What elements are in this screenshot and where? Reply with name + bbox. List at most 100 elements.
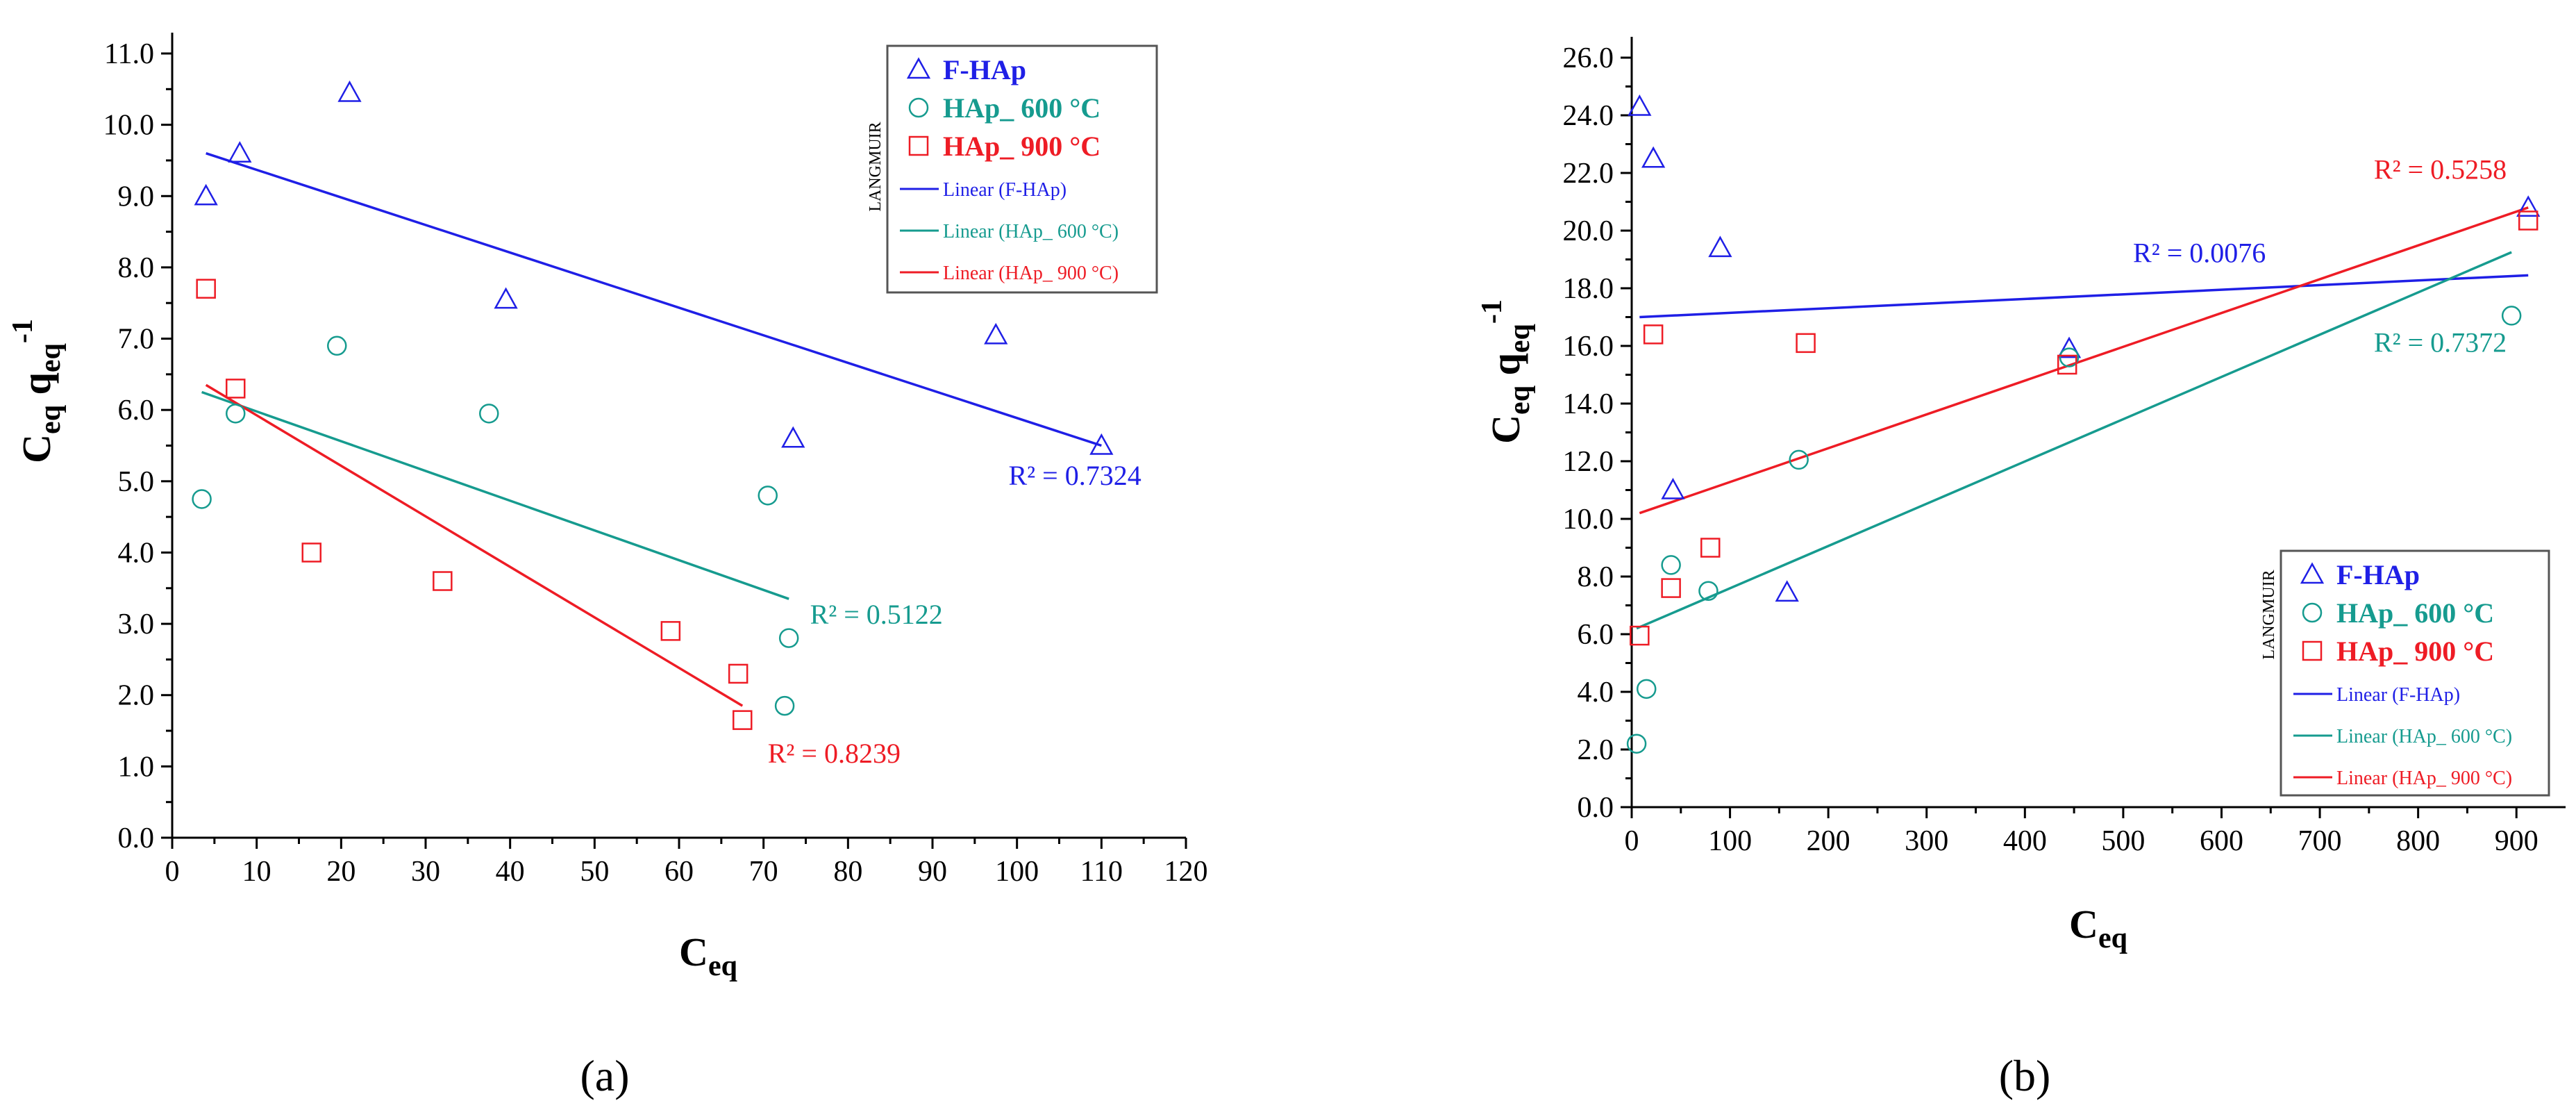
chart-a-point-s1	[192, 489, 212, 509]
chart-a-fit-line-0	[206, 152, 1102, 447]
chart-a-x-tick-label: 110	[1080, 856, 1123, 888]
chart-a-x-title: Ceq	[679, 929, 737, 982]
chart-a-legend-label-2: HAp_ 900 °C	[943, 131, 1101, 162]
chart-a-legend-fit-label-1: Linear (HAp_ 600 °C)	[943, 221, 1119, 242]
chart-b-y-tick-label: 12.0	[1563, 446, 1614, 478]
chart-a-y-tick-label: 11.0	[104, 38, 154, 70]
chart-b-y-tick-label: 16.0	[1563, 331, 1614, 363]
chart-a-point-s2	[728, 663, 748, 684]
chart-b-point-s1	[2501, 306, 2522, 326]
chart-b-point-s1	[1626, 734, 1647, 754]
chart-a-y-tick-label: 7.0	[118, 324, 155, 356]
chart-b-legend-fit-label-0: Linear (F-HAp)	[2336, 684, 2460, 706]
chart-a-point-s0	[781, 426, 805, 448]
chart-a-r2-label-0: R² = 0.7324	[1009, 460, 1141, 491]
chart-b: 0 100 200 300 400 500 600 700 800 900 0.0 2.0 4.0 6.0…	[1476, 37, 2566, 1100]
chart-a-point-s2	[660, 621, 681, 641]
chart-a-x-tick-label: 60	[664, 856, 694, 888]
chart-b-legend-marker-2	[2302, 640, 2323, 661]
chart-b-y-tick-label: 18.0	[1563, 273, 1614, 305]
chart-a-point-s0	[228, 141, 252, 163]
chart-b-legend: LANGMUIR F-HAp HAp_ 600 °C HAp_ 900 °C Line…	[2260, 549, 2550, 797]
chart-a-r2-label-1: R² = 0.5122	[810, 599, 943, 630]
chart-a-point-s0	[337, 80, 362, 102]
chart-b-y-tick-label: 6.0	[1578, 619, 1614, 651]
chart-b-y-tick-label: 14.0	[1563, 388, 1614, 420]
chart-a-x-tick-label: 120	[1164, 856, 1208, 888]
chart-a-point-s2	[226, 379, 246, 399]
chart-b-x-tick-label: 700	[2298, 825, 2342, 857]
chart-a-fit-line-2	[205, 383, 744, 707]
chart-a-point-s1	[778, 628, 799, 648]
chart-a-point-s0	[1089, 433, 1114, 455]
chart-b-fit-line-0	[1639, 274, 2529, 319]
chart-a-legend-fit-label-2: Linear (HAp_ 900 °C)	[943, 263, 1119, 284]
chart-b-x-tick-label: 0	[1625, 825, 1639, 857]
chart-a-legend-fit-label-0: Linear (F-HAp)	[943, 179, 1067, 201]
chart-b-r2-label-1: R² = 0.7372	[2374, 326, 2507, 358]
chart-b-x-tick-label: 100	[1708, 825, 1752, 857]
chart-b-point-s2	[1661, 578, 1681, 598]
chart-a-point-s1	[226, 404, 246, 424]
chart-b-point-s2	[1630, 625, 1650, 646]
chart-b-legend-fit-label-2: Linear (HAp_ 900 °C)	[2336, 768, 2512, 789]
chart-a-point-s2	[733, 710, 753, 730]
chart-a-point-s0	[494, 287, 518, 309]
chart-a-y-tick-label: 2.0	[118, 680, 155, 712]
chart-b-y-title: Ceq qeq-1	[1476, 299, 1536, 444]
chart-a-y-tick-label: 6.0	[118, 395, 155, 426]
chart-a-point-s2	[301, 542, 321, 563]
chart-a-fit-line-1	[201, 390, 789, 600]
chart-b-point-s0	[2057, 336, 2082, 358]
chart-b-panel-label: (b)	[1999, 1051, 2051, 1100]
chart-b-fit-line-1	[1636, 251, 2512, 630]
chart-b-point-s1	[1636, 679, 1657, 699]
chart-b-x-tick-label: 500	[2101, 825, 2145, 857]
chart-b-y-tick-label: 2.0	[1578, 734, 1614, 766]
chart-a: 0 10 20 30 40 50 60 70 80 90 100 110 120 0.0 1.0 2.0 3.0…	[7, 33, 1208, 1100]
chart-b-point-s0	[1708, 235, 1732, 258]
chart-b-point-s0	[1641, 146, 1666, 168]
chart-b-y-tick-label: 24.0	[1563, 100, 1614, 132]
chart-a-x-tick-label: 100	[995, 856, 1039, 888]
chart-b-point-s0	[1775, 580, 1799, 602]
chart-a-point-s0	[984, 322, 1008, 345]
chart-b-x-tick-label: 900	[2495, 825, 2539, 857]
chart-a-y-tick-label: 10.0	[103, 110, 155, 142]
chart-b-legend-label-1: HAp_ 600 °C	[2336, 597, 2494, 629]
chart-a-x-tick-label: 30	[411, 856, 440, 888]
chart-a-y-tick-label: 3.0	[118, 608, 155, 640]
chart-a-x-tick-label: 0	[165, 856, 180, 888]
chart-a-x-tick-label: 70	[749, 856, 778, 888]
chart-a-x-tick-label: 40	[496, 856, 525, 888]
chart-a-y-title: Ceq qeq-1	[7, 319, 67, 463]
chart-b-point-s1	[2059, 347, 2080, 367]
chart-a-y-tick-label: 9.0	[118, 181, 155, 213]
chart-a-legend: LANGMUIR F-HAp HAp_ 600 °C HAp_ 900 °C Line…	[867, 44, 1158, 294]
chart-a-y-tick-label: 0.0	[118, 822, 155, 854]
chart-b-y-tick-label: 20.0	[1563, 215, 1614, 247]
chart-b-point-s2	[1700, 538, 1721, 558]
chart-a-y-tick-label: 8.0	[118, 252, 155, 284]
chart-b-point-s0	[2516, 195, 2541, 217]
chart-a-x-tick-label: 50	[580, 856, 609, 888]
chart-b-x-tick-label: 200	[1807, 825, 1850, 857]
chart-a-point-s1	[479, 404, 499, 424]
chart-a-y-tick-label: 5.0	[118, 466, 155, 498]
chart-b-y-tick-label: 22.0	[1563, 158, 1614, 190]
chart-b-point-s1	[1698, 581, 1718, 601]
chart-b-point-s0	[1661, 477, 1685, 499]
chart-b-legend-title: LANGMUIR	[2260, 570, 2278, 659]
chart-b-point-s1	[1661, 555, 1681, 575]
chart-b-r2-label-0: R² = 0.0076	[2133, 238, 2266, 269]
chart-a-point-s1	[774, 695, 795, 716]
chart-b-point-s2	[1796, 333, 1816, 354]
chart-a-legend-marker-1	[908, 97, 929, 118]
chart-a-x-tick-label: 20	[326, 856, 356, 888]
chart-b-x-tick-label: 400	[2003, 825, 2047, 857]
chart-a-legend-marker-0	[906, 57, 931, 79]
chart-b-point-s2	[2518, 210, 2539, 231]
chart-b-r2-label-2: R² = 0.5258	[2374, 154, 2507, 185]
chart-a-legend-label-1: HAp_ 600 °C	[943, 92, 1101, 124]
